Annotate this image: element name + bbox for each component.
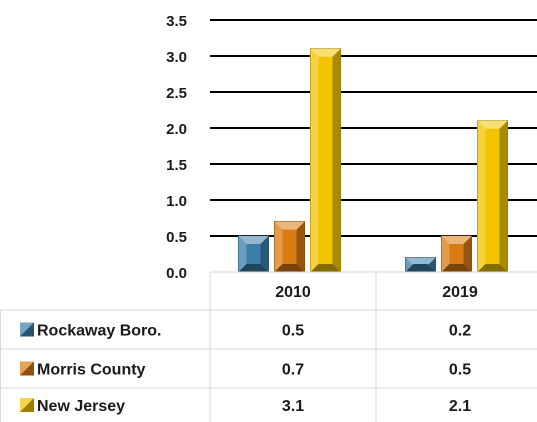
bar-rockaway-boro--2010	[238, 235, 269, 273]
table-row: Morris County 0.7 0.5	[20, 361, 471, 379]
data-label: 3.1	[282, 398, 304, 415]
y-tick-label: 1.5	[166, 157, 187, 174]
legend-key	[20, 322, 34, 337]
y-tick-label: 3.5	[166, 13, 187, 30]
bars	[238, 48, 508, 273]
y-tick-label: 1.0	[166, 193, 187, 210]
table-row: Rockaway Boro. 0.5 0.2	[20, 322, 471, 340]
bar-morris-county-2010	[274, 221, 305, 273]
y-tick-label: 0.5	[166, 229, 187, 246]
series-label: Morris County	[37, 362, 146, 379]
gridlines	[210, 19, 537, 237]
y-tick-label: 2.5	[166, 85, 187, 102]
data-label: 0.5	[282, 323, 304, 340]
category-label: 2019	[442, 284, 478, 301]
data-label: 2.1	[449, 398, 471, 415]
y-tick-label: 3.0	[166, 49, 187, 66]
data-label: 0.7	[282, 362, 304, 379]
data-table: 2010 2019 Rockaway Boro. 0.5 0.2 Morris Count…	[0, 271, 537, 422]
y-tick-label: 2.0	[166, 121, 187, 138]
table-row: New Jersey 3.1 2.1	[20, 398, 471, 415]
legend-key	[20, 361, 34, 376]
bar-new-jersey-2019	[477, 120, 508, 273]
y-axis-ticks: 0.0 0.5 1.0 1.5 2.0 2.5 3.0 3.5	[166, 13, 187, 282]
y-tick-label: 0.0	[166, 265, 187, 282]
category-label: 2010	[275, 284, 311, 301]
series-label: New Jersey	[37, 398, 125, 415]
data-label: 0.5	[449, 362, 471, 379]
bar-rockaway-boro--2019	[405, 257, 436, 273]
legend-key	[20, 398, 34, 412]
data-label: 0.2	[449, 323, 471, 340]
bar-new-jersey-2010	[310, 48, 341, 273]
bar-morris-county-2019	[441, 235, 472, 273]
series-label: Rockaway Boro.	[37, 323, 161, 340]
